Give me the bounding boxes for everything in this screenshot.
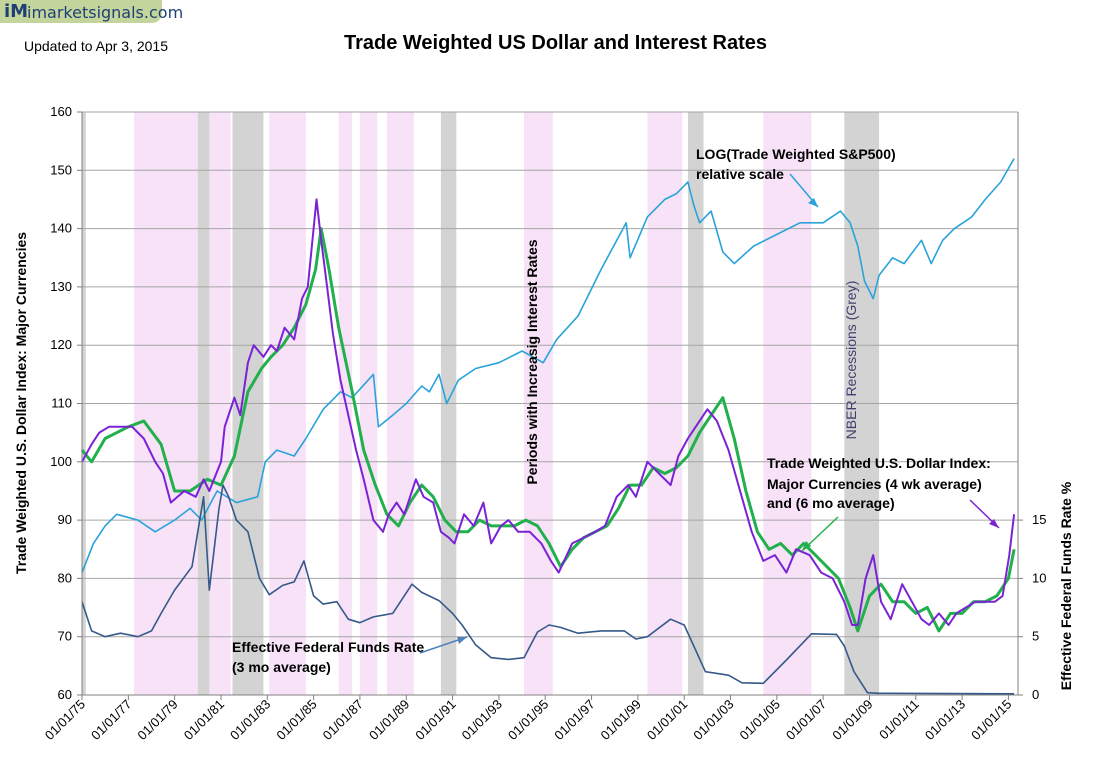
x-tick-label: 01/01/75	[42, 697, 88, 743]
y-tick-label: 60	[58, 687, 72, 702]
nber-recessions-label: NBER Recessions (Grey)	[843, 281, 859, 440]
updated-date: Updated to Apr 3, 2015	[24, 38, 168, 54]
fed-annotation-line1: Effective Federal Funds Rate	[232, 639, 424, 655]
annotations: Trade Weighted U.S. Dollar Index: Major …	[13, 146, 1074, 690]
y-tick-label: 120	[50, 337, 72, 352]
gridlines	[82, 111, 1018, 696]
x-tick-label: 01/01/83	[227, 697, 273, 743]
logo-text: imarketsignals.com	[27, 3, 184, 22]
x-tick-label: 01/01/03	[690, 697, 736, 743]
x-tick-label: 01/01/95	[505, 697, 551, 743]
left-axis-label: Trade Weighted U.S. Dollar Index: Major …	[13, 232, 29, 574]
y2-tick-label: 0	[1032, 687, 1039, 702]
x-tick-label: 01/01/91	[412, 697, 458, 743]
x-tick-label: 01/01/99	[598, 697, 644, 743]
series-lines	[80, 158, 1016, 695]
right-axis-label: Effective Federal Funds Rate %	[1058, 481, 1074, 690]
x-tick-label: 01/01/11	[876, 697, 922, 743]
x-tick-label: 01/01/97	[551, 697, 597, 743]
rising-rates-label: Periods with Increasig Interest Rates	[524, 239, 540, 484]
y-tick-label: 70	[58, 629, 72, 644]
x-tick-label: 01/01/05	[737, 697, 783, 743]
fed-annotation-line2: (3 mo average)	[232, 659, 331, 675]
sp500-annotation-line1: LOG(Trade Weighted S&P500)	[696, 146, 896, 162]
y2-tick-label: 5	[1032, 629, 1039, 644]
y2-tick-label: 15	[1032, 512, 1046, 527]
x-tick-label: 01/01/09	[829, 697, 875, 743]
y-tick-label: 160	[50, 104, 72, 119]
dollar-arrowhead-purple	[989, 519, 999, 528]
x-tick-label: 01/01/01	[644, 697, 690, 743]
site-logo: iM imarketsignals.com	[0, 0, 183, 23]
x-tick-label: 01/01/79	[134, 697, 180, 743]
dollar-arrowhead-green	[802, 541, 811, 551]
y-tick-label: 150	[50, 162, 72, 177]
series-line	[81, 158, 1015, 573]
y-tick-label: 110	[51, 396, 72, 411]
y-tick-label: 100	[50, 454, 72, 469]
x-tick-label: 01/01/93	[459, 697, 505, 743]
chart-title: Trade Weighted US Dollar and Interest Ra…	[343, 32, 768, 54]
x-tick-label: 01/01/15	[968, 697, 1014, 743]
x-tick-label: 01/01/13	[922, 697, 968, 743]
x-tick-label: 01/01/87	[320, 697, 366, 743]
y2-tick-label: 10	[1032, 570, 1046, 585]
dollar-annotation-line1: Trade Weighted U.S. Dollar Index:	[767, 455, 991, 471]
x-tick-label: 01/01/89	[366, 697, 412, 743]
y-tick-label: 130	[50, 279, 72, 294]
series-line	[81, 484, 1015, 695]
dollar-annotation-line3: and (6 mo average)	[767, 495, 895, 511]
logo-mark: iM	[4, 1, 29, 22]
dollar-annotation-line2: Major Currencies (4 wk average)	[767, 476, 982, 492]
sp500-arrowhead	[808, 198, 818, 207]
series-line	[81, 198, 1016, 626]
y-tick-label: 140	[50, 221, 72, 236]
y-tick-label: 80	[58, 570, 72, 585]
x-tick-label: 01/01/81	[181, 697, 227, 743]
y-tick-label: 90	[58, 512, 72, 527]
x-tick-label: 01/01/77	[88, 697, 134, 743]
sp500-annotation-line2: relative scale	[696, 166, 784, 182]
x-tick-label: 01/01/85	[273, 697, 319, 743]
fed-arrowhead	[457, 637, 467, 644]
x-tick-label: 01/01/07	[783, 697, 829, 743]
